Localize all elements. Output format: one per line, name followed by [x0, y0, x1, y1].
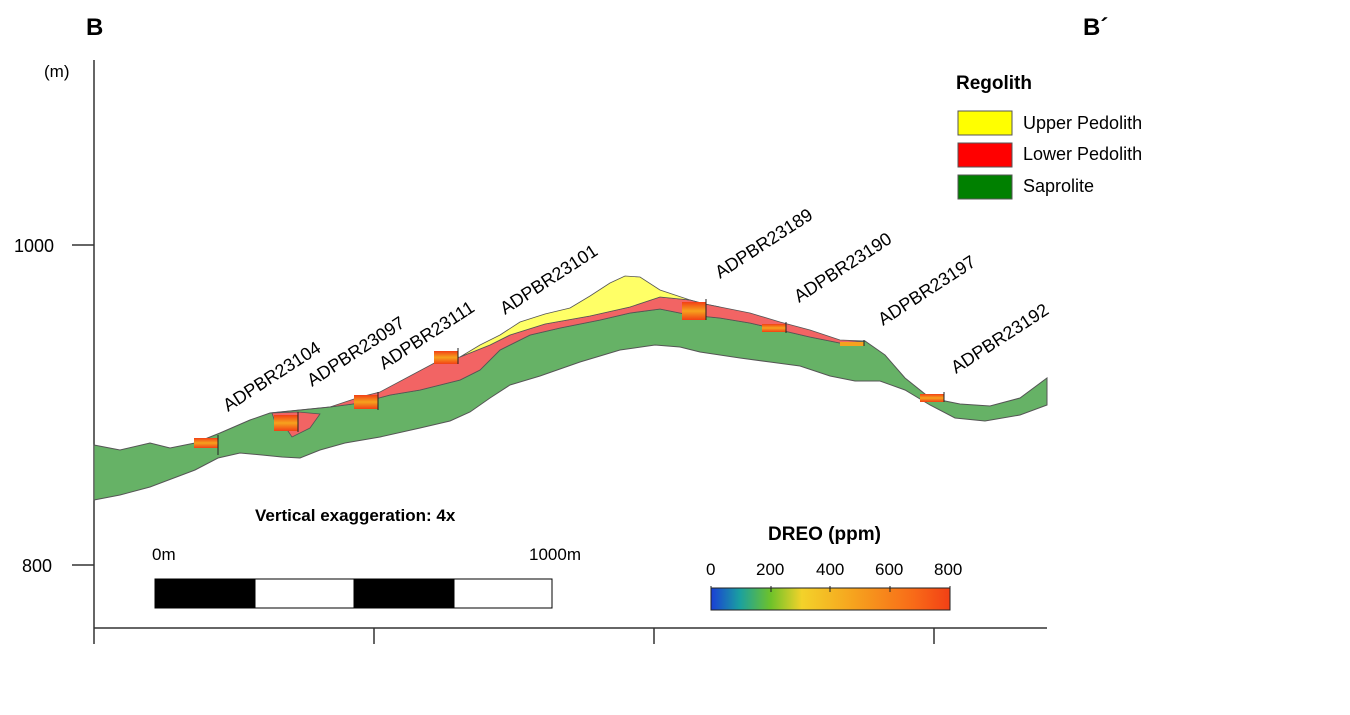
- scale-bar-segment: [254, 578, 355, 609]
- legend-title: Regolith: [956, 73, 1032, 94]
- drillhole-dreo-bar: [354, 395, 378, 409]
- colorbar-tick-label: 200: [756, 560, 784, 579]
- colorbar-tick-label: 600: [875, 560, 903, 579]
- drillhole-dreo-bar: [274, 415, 298, 431]
- scale-bar-end-label: 1000m: [529, 545, 581, 564]
- section-end-label: B´: [1083, 14, 1108, 41]
- drillhole-bars: [194, 299, 945, 455]
- drillhole-dreo-bar: [682, 302, 706, 320]
- drillhole-label: ADPBR23197: [874, 252, 979, 330]
- legend-label: Lower Pedolith: [1023, 144, 1142, 164]
- legend-swatch-upper-pedolith: [957, 110, 1013, 136]
- drillhole-dreo-bar: [434, 351, 458, 364]
- y-tick-label: 800: [22, 556, 52, 576]
- legend-label: Upper Pedolith: [1023, 113, 1142, 133]
- colorbar-tick-label: 400: [816, 560, 844, 579]
- legend-swatch-saprolite: [957, 174, 1013, 200]
- scale-bar-start-label: 0m: [152, 545, 176, 564]
- colorbar-tick-label: 0: [706, 560, 715, 579]
- upper-pedolith-layer: [459, 275, 721, 358]
- drillhole-label: ADPBR23192: [947, 300, 1052, 378]
- scale-bar-segment: [453, 578, 553, 609]
- drillhole-label: ADPBR23189: [711, 205, 816, 283]
- colorbar-title: DREO (ppm): [768, 524, 881, 545]
- dreo-colorbar: DREO (ppm) 0 200 400 600 800: [706, 524, 962, 611]
- drillhole-label: ADPBR23190: [790, 229, 895, 307]
- vertical-exaggeration-note: Vertical exaggeration: 4x: [255, 506, 456, 525]
- drillhole-dreo-bar: [920, 394, 944, 402]
- colorbar-tick-label: 800: [934, 560, 962, 579]
- scale-bar: 0m 1000m: [152, 545, 581, 609]
- scale-bar-segment: [353, 578, 455, 609]
- scale-bar-segment: [154, 578, 256, 609]
- y-axis-unit: (m): [44, 62, 69, 81]
- drillhole-dreo-bar: [840, 342, 864, 346]
- y-tick-label: 1000: [14, 236, 54, 256]
- legend: Regolith Upper Pedolith Lower Pedolith S…: [956, 73, 1142, 200]
- drillhole-dreo-bar: [762, 324, 786, 332]
- section-start-label: B: [86, 14, 103, 41]
- legend-label: Saprolite: [1023, 176, 1094, 196]
- drillhole-dreo-bar: [194, 438, 218, 448]
- legend-swatch-lower-pedolith: [957, 142, 1013, 168]
